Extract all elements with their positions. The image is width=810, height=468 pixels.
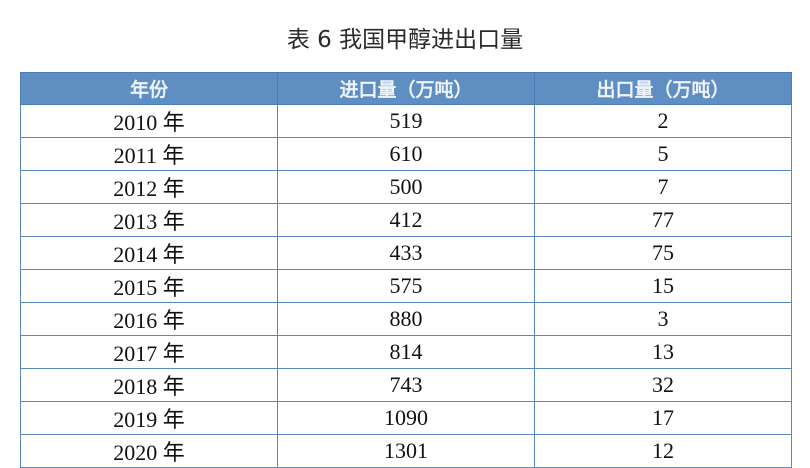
table-row: 2013 年 412 77 [20,203,792,237]
import-cell: 880 [277,302,535,336]
header-import: 进口量（万吨） [277,72,535,105]
import-cell: 610 [277,137,535,171]
header-row: 年份 进口量（万吨） 出口量（万吨） [20,72,792,105]
export-cell: 3 [534,302,792,336]
year-cell: 2010 年 [20,104,278,138]
table-row: 2020 年 1301 12 [20,434,792,468]
export-cell: 12 [534,434,792,468]
import-cell: 743 [277,368,535,402]
table-row: 2012 年 500 7 [20,170,792,204]
methanol-trade-table: 年份 进口量（万吨） 出口量（万吨） 2010 年 519 2 2011 年 610 5 2… [20,72,792,468]
export-cell: 32 [534,368,792,402]
year-cell: 2017 年 [20,335,278,369]
import-cell: 519 [277,104,535,138]
export-cell: 15 [534,269,792,303]
table-title: 表 6 我国甲醇进出口量 [286,27,524,53]
table-row: 2014 年 433 75 [20,236,792,270]
header-export: 出口量（万吨） [534,72,792,105]
export-cell: 7 [534,170,792,204]
export-cell: 5 [534,137,792,171]
export-cell: 75 [534,236,792,270]
export-cell: 13 [534,335,792,369]
import-cell: 1301 [277,434,535,468]
table-row: 2018 年 743 32 [20,368,792,402]
import-cell: 1090 [277,401,535,435]
table-row: 2016 年 880 3 [20,302,792,336]
year-cell: 2020 年 [20,434,278,468]
import-cell: 500 [277,170,535,204]
year-cell: 2014 年 [20,236,278,270]
header-year: 年份 [20,72,278,105]
import-cell: 814 [277,335,535,369]
year-cell: 2018 年 [20,368,278,402]
year-cell: 2013 年 [20,203,278,237]
year-cell: 2016 年 [20,302,278,336]
table-row: 2015 年 575 15 [20,269,792,303]
year-cell: 2012 年 [20,170,278,204]
export-cell: 17 [534,401,792,435]
export-cell: 2 [534,104,792,138]
import-cell: 412 [277,203,535,237]
table-row: 2010 年 519 2 [20,104,792,138]
export-cell: 77 [534,203,792,237]
table-row: 2017 年 814 13 [20,335,792,369]
import-cell: 575 [277,269,535,303]
import-cell: 433 [277,236,535,270]
year-cell: 2015 年 [20,269,278,303]
table-row: 2011 年 610 5 [20,137,792,171]
table-row: 2019 年 1090 17 [20,401,792,435]
year-cell: 2011 年 [20,137,278,171]
year-cell: 2019 年 [20,401,278,435]
